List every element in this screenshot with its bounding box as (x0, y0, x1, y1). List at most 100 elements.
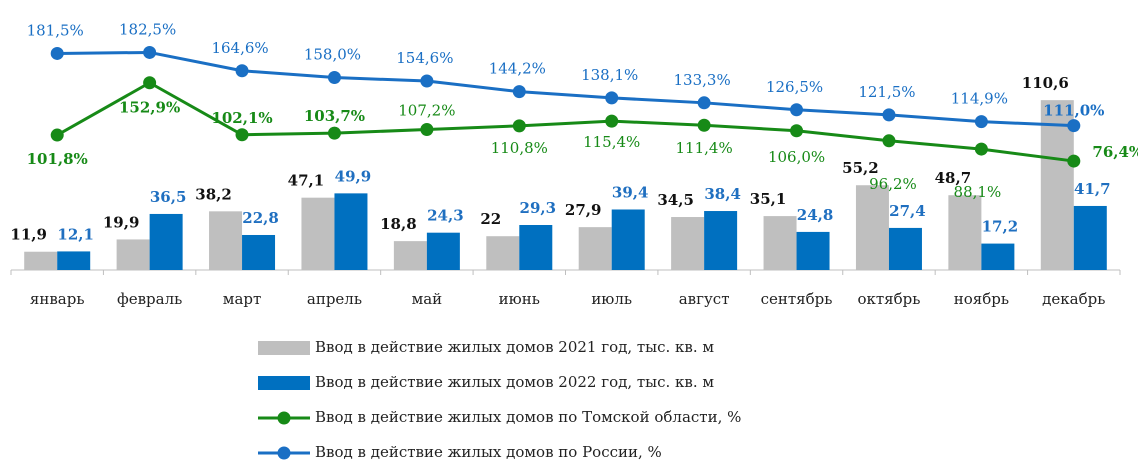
bar (855, 185, 889, 270)
line-marker (790, 124, 804, 138)
bar (209, 211, 243, 270)
bar (796, 231, 830, 270)
bar (301, 197, 335, 270)
bar (426, 232, 460, 270)
line (56, 81, 1074, 163)
x-tick-label: июнь (499, 290, 540, 308)
line-value-label: 88,1% (954, 183, 1002, 201)
line-marker (512, 119, 526, 133)
line-marker (235, 64, 249, 78)
line (57, 50, 1074, 128)
bar-value-label: 41,7 (1074, 180, 1111, 198)
line-marker (143, 76, 157, 90)
line-value-label: 102,1% (211, 109, 272, 127)
bar (611, 209, 645, 270)
x-tick-label: июль (591, 290, 632, 308)
legend-label: Ввод в действие жилых домов 2022 год, ты… (315, 373, 714, 391)
line-marker (790, 103, 804, 117)
line-value-label: 182,5% (119, 20, 176, 38)
bar (334, 193, 368, 270)
bar-value-label: 34,5 (657, 191, 694, 209)
bar (393, 241, 427, 270)
x-tick-label: август (679, 290, 730, 308)
line-value-label: 181,5% (27, 21, 84, 39)
bar (948, 195, 982, 270)
bar (116, 239, 150, 270)
bar (24, 251, 58, 270)
line-value-label: 110,8% (491, 139, 548, 157)
line-value-label: 106,0% (768, 148, 825, 166)
legend-swatch (277, 411, 291, 425)
bar-value-label: 29,3 (520, 199, 557, 217)
bar-value-label: 38,2 (195, 185, 232, 203)
line-value-label: 103,7% (304, 107, 365, 125)
line-value-label: 111,0% (1043, 102, 1104, 120)
line-marker (974, 115, 988, 129)
bar-value-label: 27,4 (889, 202, 926, 220)
line-marker (420, 74, 434, 88)
bar-value-label: 22,8 (242, 209, 279, 227)
bar-value-label: 110,6 (1022, 74, 1069, 92)
bar (888, 227, 922, 270)
x-tick-label: декабрь (1042, 290, 1105, 308)
line-marker (420, 123, 434, 137)
bar-value-label: 11,9 (10, 226, 47, 244)
line-value-label: 126,5% (766, 78, 823, 96)
x-tick-label: апрель (307, 290, 362, 308)
line-value-label: 164,6% (211, 39, 268, 57)
bar (1073, 205, 1107, 270)
line-marker (605, 91, 619, 105)
line-value-label: 101,8% (27, 150, 88, 168)
legend-label: Ввод в действие жилых домов 2021 год, ты… (315, 338, 714, 356)
bar-value-label: 17,2 (982, 218, 1019, 236)
line-marker (1067, 154, 1081, 168)
legend-swatch (277, 446, 291, 460)
line-value-label: 138,1% (581, 66, 638, 84)
line-marker (605, 114, 619, 128)
line-value-label: 121,5% (858, 83, 915, 101)
bar-value-label: 47,1 (288, 172, 325, 190)
line-value-label: 96,2% (869, 175, 917, 193)
bar-value-label: 38,4 (704, 185, 741, 203)
line-value-label: 76,4% (1092, 143, 1138, 161)
bar-value-label: 22 (480, 210, 501, 228)
bar-value-label: 48,7 (935, 169, 972, 187)
line-value-label: 158,0% (304, 46, 361, 64)
x-tick-label: сентябрь (761, 290, 833, 308)
bar-value-label: 39,4 (612, 183, 649, 201)
line-marker (882, 134, 896, 148)
bar (519, 225, 553, 270)
bar (704, 211, 738, 270)
line-marker (697, 96, 711, 110)
line-marker (512, 85, 526, 99)
bar (242, 234, 276, 270)
bar-value-label: 24,8 (797, 206, 834, 224)
x-tick-label: март (223, 290, 262, 308)
legend-swatch (258, 341, 310, 355)
legend-label: Ввод в действие жилых домов по России, % (315, 443, 662, 461)
line-value-label: 111,4% (676, 139, 733, 157)
line-value-label: 114,9% (951, 90, 1008, 108)
line-value-label: 144,2% (489, 60, 546, 78)
bar (57, 251, 91, 270)
x-tick-label: октябрь (857, 290, 920, 308)
bar-value-label: 49,9 (335, 167, 372, 185)
bar-value-label: 12,1 (57, 225, 94, 243)
bar-value-label: 19,9 (103, 213, 140, 231)
line-value-label: 115,4% (583, 133, 640, 151)
bar (578, 227, 612, 270)
x-tick-label: май (412, 290, 443, 308)
bar-value-label: 18,8 (380, 215, 417, 233)
line-marker (1067, 119, 1081, 133)
line-marker (327, 126, 341, 140)
line-value-label: 133,3% (674, 71, 731, 89)
bar-value-label: 24,3 (427, 207, 464, 225)
bar (671, 217, 705, 270)
line-value-label: 107,2% (398, 102, 455, 120)
x-tick-label: февраль (117, 290, 182, 308)
bar (149, 213, 183, 270)
line-marker (235, 128, 249, 142)
bar (486, 236, 520, 270)
x-tick-label: ноябрь (954, 290, 1009, 308)
